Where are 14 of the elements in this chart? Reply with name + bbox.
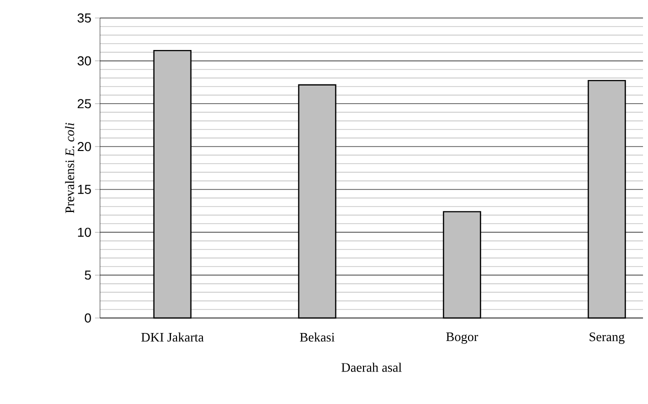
- y-tick-label: 25: [78, 99, 91, 108]
- x-tick-label: Bogor: [446, 332, 478, 344]
- y-axis-title: Prevalensi E. coli: [65, 122, 74, 214]
- y-tick-label: 0: [84, 313, 91, 323]
- y-tick-label: 20: [78, 142, 91, 152]
- y-tick-label: 30: [78, 56, 91, 66]
- y-tick-label: 10: [78, 228, 91, 237]
- y-tick-label: 15: [78, 184, 91, 194]
- y-tick-label: 5: [84, 270, 91, 280]
- x-axis-title: Daerah asal: [342, 362, 402, 372]
- x-tick-label: Bekasi: [300, 332, 335, 342]
- x-tick-label: DKI Jakarta: [141, 332, 204, 342]
- x-tick-label: Serang: [590, 332, 625, 344]
- y-tick-label: 35: [78, 13, 91, 23]
